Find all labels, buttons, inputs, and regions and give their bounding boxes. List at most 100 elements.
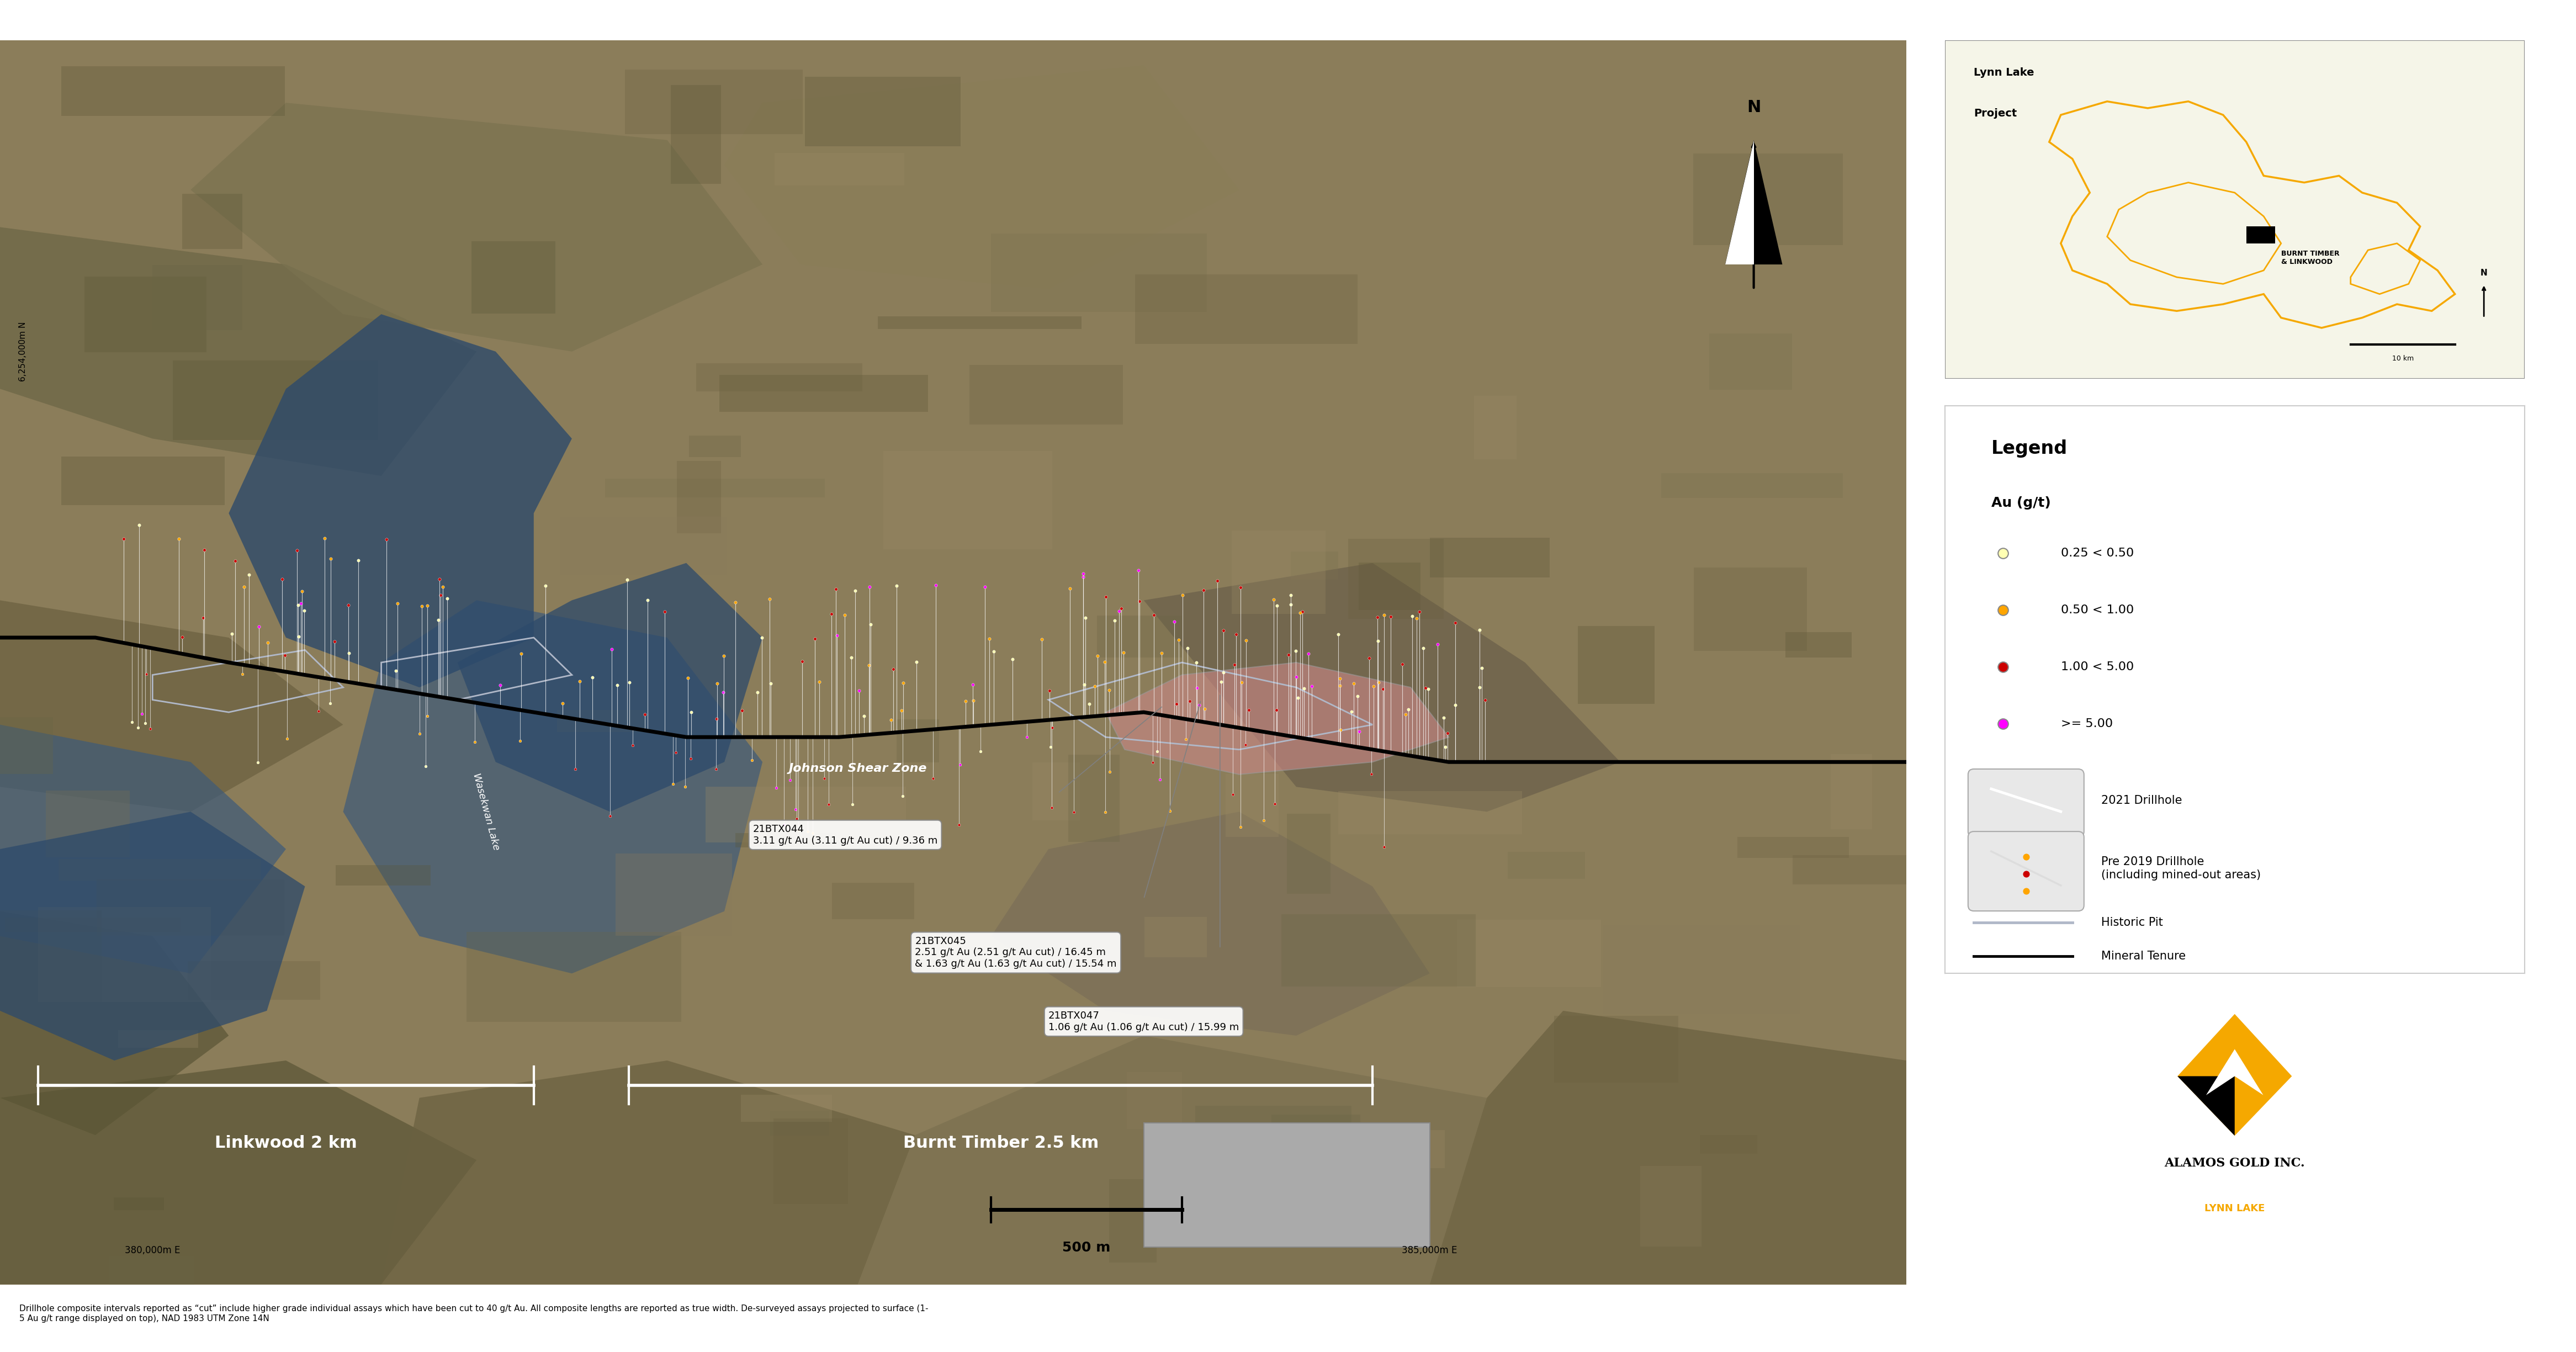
- Point: [732, 749, 773, 771]
- Bar: [1226, 773, 1278, 837]
- Point: [376, 660, 417, 681]
- Text: N: N: [1747, 99, 1762, 115]
- Point: [1427, 722, 1468, 744]
- Bar: [1288, 814, 1329, 894]
- Polygon shape: [2177, 1076, 2236, 1136]
- Point: [1257, 595, 1298, 617]
- Point: [541, 692, 582, 714]
- Polygon shape: [2177, 1014, 2293, 1136]
- Point: [1084, 800, 1126, 822]
- Text: >= 5.00: >= 5.00: [2061, 718, 2112, 729]
- Point: [1090, 761, 1131, 783]
- Point: [1200, 671, 1242, 692]
- Bar: [1136, 274, 1358, 345]
- Text: ALAMOS GOLD INC.: ALAMOS GOLD INC.: [2164, 1157, 2306, 1169]
- Point: [304, 527, 345, 549]
- Bar: [616, 853, 732, 936]
- Point: [1244, 810, 1285, 831]
- Point: [1425, 735, 1466, 757]
- Bar: [1110, 1179, 1157, 1263]
- Point: [884, 672, 925, 694]
- Bar: [188, 961, 319, 1000]
- Point: [1358, 607, 1399, 629]
- Point: [129, 718, 170, 740]
- Text: Burnt Timber 2.5 km: Burnt Timber 2.5 km: [904, 1136, 1097, 1151]
- Point: [721, 699, 762, 721]
- Point: [840, 680, 881, 702]
- Point: [1149, 800, 1190, 822]
- Point: [1257, 699, 1298, 721]
- Point: [1435, 612, 1476, 634]
- Point: [811, 603, 853, 625]
- Point: [1288, 642, 1329, 664]
- Point: [1352, 676, 1394, 698]
- Point: [281, 580, 322, 602]
- Bar: [1126, 1072, 1182, 1129]
- Point: [953, 690, 994, 711]
- Bar: [688, 435, 742, 457]
- Text: 21BTX044
3.11 g/t Au (3.11 g/t Au cut) / 9.36 m: 21BTX044 3.11 g/t Au (3.11 g/t Au cut) /…: [752, 825, 938, 845]
- Point: [1061, 562, 1103, 584]
- Text: 21BTX047
1.06 g/t Au (1.06 g/t Au cut) / 15.99 m: 21BTX047 1.06 g/t Au (1.06 g/t Au cut) /…: [1048, 1011, 1239, 1032]
- Bar: [559, 516, 726, 576]
- Bar: [1641, 1165, 1700, 1247]
- Point: [775, 808, 817, 830]
- Bar: [1283, 914, 1476, 987]
- Point: [824, 604, 866, 626]
- Bar: [98, 880, 283, 936]
- FancyBboxPatch shape: [1968, 831, 2084, 911]
- Text: Mineral Tenure: Mineral Tenure: [2102, 950, 2187, 961]
- Text: 2021 Drillhole: 2021 Drillhole: [2102, 795, 2182, 806]
- Point: [1221, 672, 1262, 694]
- Point: [265, 727, 307, 749]
- Point: [1203, 619, 1244, 641]
- Bar: [1033, 763, 1079, 821]
- Point: [1458, 619, 1499, 641]
- Polygon shape: [1726, 141, 1783, 265]
- Point: [278, 626, 319, 648]
- Text: Historic Pit: Historic Pit: [2102, 917, 2164, 927]
- Point: [940, 754, 981, 776]
- Point: [1185, 698, 1226, 719]
- Point: [1054, 802, 1095, 823]
- Bar: [183, 193, 242, 249]
- Bar: [5, 918, 180, 932]
- Text: 6,254,000m N: 6,254,000m N: [18, 322, 26, 381]
- Point: [703, 645, 744, 667]
- Point: [1334, 673, 1376, 695]
- Point: [832, 794, 873, 815]
- Text: 0.25 < 0.50: 0.25 < 0.50: [2061, 548, 2133, 558]
- Bar: [1832, 754, 1873, 829]
- Polygon shape: [0, 911, 229, 1136]
- Point: [1182, 580, 1224, 602]
- Point: [1435, 694, 1476, 715]
- Bar: [1247, 1155, 1388, 1202]
- Point: [835, 580, 876, 602]
- Polygon shape: [459, 562, 762, 811]
- Point: [788, 821, 829, 842]
- Point: [1984, 542, 2025, 564]
- Point: [850, 576, 891, 598]
- Point: [665, 776, 706, 798]
- Point: [1157, 694, 1198, 715]
- Text: Johnson Shear Zone: Johnson Shear Zone: [788, 763, 927, 773]
- Point: [1030, 796, 1072, 818]
- Point: [157, 529, 198, 550]
- Point: [1363, 677, 1404, 699]
- Point: [1984, 599, 2025, 621]
- Bar: [1710, 334, 1793, 389]
- Point: [1020, 629, 1061, 650]
- Bar: [737, 833, 837, 848]
- Bar: [670, 85, 721, 184]
- Point: [1221, 817, 1262, 838]
- Point: [453, 731, 495, 753]
- Point: [224, 576, 265, 598]
- Point: [848, 654, 889, 676]
- Point: [876, 575, 917, 596]
- Point: [422, 576, 464, 598]
- Point: [884, 786, 925, 807]
- Point: [103, 529, 144, 550]
- Point: [124, 713, 165, 734]
- Point: [1291, 676, 1332, 698]
- Point: [912, 768, 953, 790]
